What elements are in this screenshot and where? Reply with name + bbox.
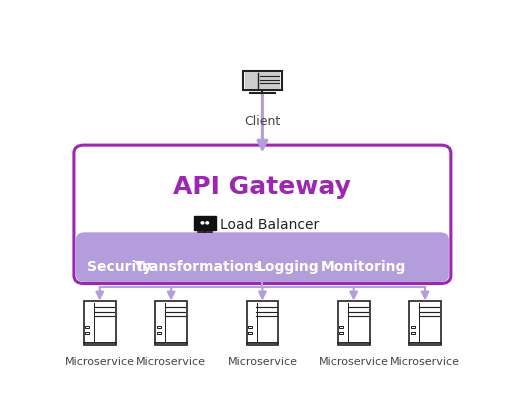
- Text: Monitoring: Monitoring: [321, 260, 406, 274]
- Bar: [248, 332, 252, 334]
- FancyBboxPatch shape: [84, 343, 116, 345]
- FancyBboxPatch shape: [194, 216, 216, 230]
- Text: API Gateway: API Gateway: [174, 176, 351, 199]
- Bar: [339, 332, 343, 334]
- Text: Microservice: Microservice: [65, 357, 135, 367]
- FancyBboxPatch shape: [76, 232, 449, 282]
- FancyBboxPatch shape: [84, 301, 116, 343]
- Text: Logging: Logging: [257, 260, 319, 274]
- FancyBboxPatch shape: [409, 343, 441, 345]
- FancyBboxPatch shape: [338, 301, 370, 343]
- Text: Load Balancer: Load Balancer: [220, 218, 319, 232]
- Text: Microservice: Microservice: [136, 357, 206, 367]
- FancyBboxPatch shape: [338, 343, 370, 345]
- FancyBboxPatch shape: [155, 343, 187, 345]
- Circle shape: [206, 222, 208, 224]
- Bar: [86, 326, 89, 329]
- Text: Microservice: Microservice: [390, 357, 460, 367]
- Text: Client: Client: [244, 115, 281, 127]
- FancyBboxPatch shape: [247, 343, 279, 345]
- Text: Transformations: Transformations: [135, 260, 263, 274]
- Bar: [411, 326, 415, 329]
- FancyBboxPatch shape: [409, 301, 441, 343]
- FancyBboxPatch shape: [243, 71, 282, 90]
- Bar: [248, 326, 252, 329]
- Bar: [86, 332, 89, 334]
- Text: Security: Security: [87, 260, 152, 274]
- Bar: [157, 332, 161, 334]
- Bar: [339, 326, 343, 329]
- Text: Microservice: Microservice: [318, 357, 389, 367]
- FancyBboxPatch shape: [247, 301, 279, 343]
- Bar: [411, 332, 415, 334]
- Bar: [157, 326, 161, 329]
- Text: Microservice: Microservice: [227, 357, 297, 367]
- FancyBboxPatch shape: [155, 301, 187, 343]
- Circle shape: [201, 222, 204, 224]
- FancyBboxPatch shape: [74, 145, 451, 283]
- FancyBboxPatch shape: [245, 72, 280, 89]
